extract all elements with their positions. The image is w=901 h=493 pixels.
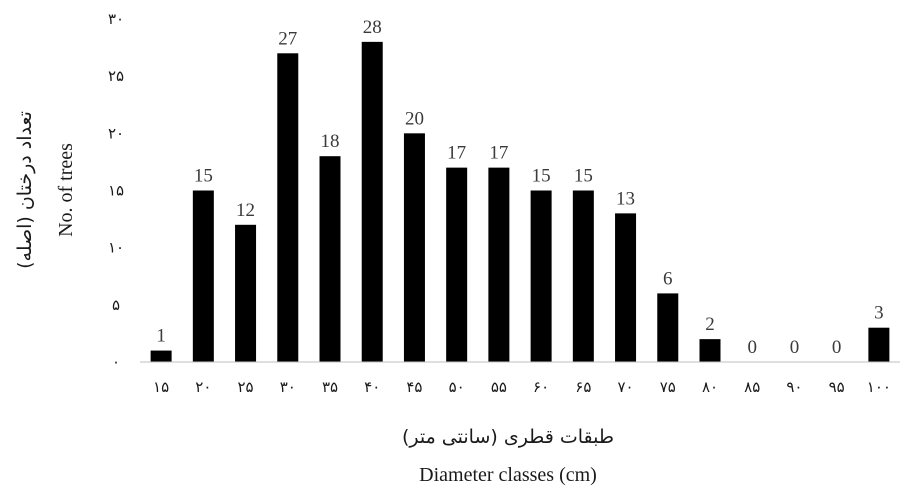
bars xyxy=(150,41,890,363)
x-tick-label: ۷۰ xyxy=(617,378,633,396)
y-tick-label: ۵ xyxy=(112,296,120,314)
data-label: 18 xyxy=(321,131,340,152)
data-label: 0 xyxy=(790,337,800,358)
data-label: 15 xyxy=(532,166,551,187)
x-tick-label: ۶۰ xyxy=(533,378,549,396)
data-label: 17 xyxy=(489,143,508,164)
bar xyxy=(868,327,890,362)
bar xyxy=(277,53,299,363)
x-axis: ۱۵ ۲۰ ۲۵ ۳۰ ۳۵ ۴۰ ۴۵ ۵۰ ۵۵ ۶۰ ۶۵ ۷۰ ۷۵ ۸۰ ۸۵ ۹۰ ۹۵ ۱۰۰ xyxy=(140,361,900,396)
y-axis-title-persian: تعداد درختان (اصله) xyxy=(14,111,36,269)
data-label: 0 xyxy=(832,337,842,358)
bar xyxy=(657,293,679,362)
data-label: 0 xyxy=(747,337,757,358)
x-tick-label: ۳۵ xyxy=(322,378,338,396)
data-label: 15 xyxy=(574,166,593,187)
data-label: 1 xyxy=(156,326,166,347)
y-axis: ۰ ۵ ۱۰ ۱۵ ۲۰ ۲۵ ۳۰ xyxy=(108,10,124,371)
bar xyxy=(488,167,510,362)
x-tick-label: ۲۵ xyxy=(237,378,253,396)
x-axis-title-persian: طبقات قطری (سانتی متر) xyxy=(402,426,614,448)
x-axis-title: Diameter classes (cm) xyxy=(419,464,597,486)
x-tick-label: ۵۰ xyxy=(449,378,465,396)
y-tick-label: ۱۰ xyxy=(108,239,124,257)
bar xyxy=(530,190,552,362)
bar xyxy=(615,213,637,362)
bar xyxy=(403,133,425,362)
x-tick-label: ۹۰ xyxy=(786,378,802,396)
x-tick-label: ۷۵ xyxy=(660,378,676,396)
x-tick-label: ۱۰۰ xyxy=(867,378,891,396)
data-label: 15 xyxy=(194,166,213,187)
y-tick-label: ۲۵ xyxy=(108,67,124,85)
bar xyxy=(572,190,594,362)
x-tick-label: ۵۵ xyxy=(491,378,507,396)
y-tick-label: ۳۰ xyxy=(108,10,124,28)
x-tick-label: ۹۵ xyxy=(829,378,845,396)
x-tick-label: ۶۵ xyxy=(575,378,591,396)
data-label: 6 xyxy=(663,268,673,289)
bar xyxy=(319,156,341,362)
x-tick-label: ۸۰ xyxy=(702,378,718,396)
data-label: 12 xyxy=(236,200,255,221)
x-tick-label: ۴۰ xyxy=(364,378,380,396)
data-label: 27 xyxy=(278,28,297,49)
data-label: 20 xyxy=(405,108,424,129)
x-tick-label: ۸۵ xyxy=(744,378,760,396)
x-tick-label: ۳۰ xyxy=(280,378,296,396)
y-tick-label: ۲۰ xyxy=(108,124,124,142)
bar xyxy=(150,350,172,362)
data-label: 13 xyxy=(616,188,635,209)
data-label: 2 xyxy=(705,314,715,335)
bar xyxy=(361,41,383,362)
bar xyxy=(235,224,257,362)
data-label: 28 xyxy=(363,17,382,38)
bar xyxy=(446,167,468,362)
x-tick-label: ۲۰ xyxy=(195,378,211,396)
data-label: 17 xyxy=(447,143,466,164)
bar xyxy=(699,339,721,362)
y-axis-title: No. of trees xyxy=(55,143,77,237)
x-tick-label: ۱۵ xyxy=(153,378,169,396)
y-tick-label: ۰ xyxy=(112,353,120,371)
bar xyxy=(192,190,214,362)
x-tick-label: ۴۵ xyxy=(406,378,422,396)
data-label: 3 xyxy=(874,303,884,324)
y-tick-label: ۱۵ xyxy=(108,182,124,200)
